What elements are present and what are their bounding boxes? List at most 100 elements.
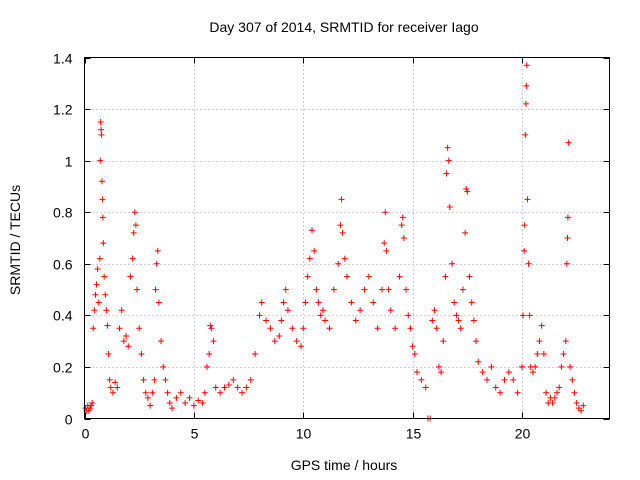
data-point [418, 376, 425, 383]
data-point [357, 307, 364, 314]
data-point [152, 286, 159, 293]
data-point [387, 307, 394, 314]
data-point [317, 312, 324, 319]
data-point [271, 338, 278, 345]
data-point [407, 325, 414, 332]
data-point [521, 222, 528, 229]
data-point [523, 82, 530, 89]
data-point [304, 273, 311, 280]
data-point [199, 400, 206, 407]
data-point [130, 229, 137, 236]
data-point [153, 260, 160, 267]
data-point [379, 286, 385, 293]
data-point [538, 322, 545, 329]
data-point [221, 384, 228, 391]
data-point [370, 299, 377, 306]
data-point [95, 299, 102, 306]
data-point [190, 402, 197, 409]
data-point [473, 338, 480, 345]
y-tick-label: 0.6 [53, 257, 73, 273]
data-point [99, 178, 105, 185]
grid [84, 57, 610, 419]
data-point [565, 139, 572, 146]
data-point [212, 384, 219, 391]
data-point [207, 322, 214, 329]
data-point [567, 363, 574, 370]
data-point [403, 286, 410, 293]
data-point [344, 273, 350, 280]
data-point [374, 325, 381, 332]
data-point [399, 214, 406, 221]
data-point [93, 281, 100, 288]
data-point [234, 384, 241, 391]
data-point [256, 312, 263, 319]
data-point [382, 209, 389, 216]
data-point [335, 260, 342, 267]
data-point [446, 204, 453, 211]
data-point [160, 363, 167, 370]
data-point [94, 265, 101, 272]
data-point [440, 338, 447, 345]
data-point [409, 343, 416, 350]
data-point [449, 260, 455, 267]
data-point [166, 400, 173, 407]
data-point [99, 196, 106, 203]
data-point [154, 247, 161, 254]
data-point [169, 405, 175, 412]
data-point [131, 209, 138, 216]
data-point [522, 131, 529, 138]
data-point [140, 376, 147, 383]
x-tick-label: 15 [406, 426, 422, 442]
data-point [155, 299, 162, 306]
data-point [100, 240, 107, 247]
data-point [571, 389, 578, 396]
y-axis-label: SRMTID / TECUs [7, 185, 23, 295]
data-point [519, 363, 525, 370]
data-point [383, 247, 390, 254]
data-point [526, 312, 533, 319]
data-point [96, 255, 103, 262]
data-point [520, 312, 527, 319]
data-point [464, 188, 471, 195]
data-point [302, 299, 309, 306]
y-tick-label: 0.8 [53, 205, 73, 221]
data-point [322, 317, 329, 324]
data-point [105, 351, 112, 358]
data-point [339, 229, 346, 236]
data-point [569, 376, 576, 383]
data-point [361, 286, 368, 293]
data-point [352, 317, 359, 324]
data-point [120, 338, 127, 345]
data-point [326, 325, 333, 332]
data-point [549, 400, 556, 407]
data-point [138, 351, 145, 358]
data-point [411, 351, 418, 358]
y-tick-label: 1.2 [53, 102, 73, 118]
data-point [98, 131, 105, 138]
data-point [97, 118, 104, 125]
data-point [488, 363, 495, 370]
data-point [422, 384, 429, 391]
data-point [309, 227, 315, 234]
data-point [164, 389, 171, 396]
data-point [206, 351, 213, 358]
data-point [217, 389, 224, 396]
data-point [98, 126, 105, 133]
data-point [102, 291, 109, 298]
data-point [282, 286, 289, 293]
data-point [573, 400, 580, 407]
data-point [298, 343, 305, 350]
data-point [540, 351, 547, 358]
data-point [134, 286, 140, 293]
data-point [475, 358, 482, 365]
data-point [247, 376, 254, 383]
data-point [341, 255, 348, 262]
x-tick-label: 5 [191, 426, 199, 442]
data-point [435, 363, 442, 370]
data-point [330, 286, 337, 293]
data-point [112, 379, 119, 386]
data-point [225, 381, 232, 388]
data-point [158, 338, 165, 345]
x-tick-label: 0 [82, 426, 90, 442]
x-tick-label: 20 [515, 426, 531, 442]
